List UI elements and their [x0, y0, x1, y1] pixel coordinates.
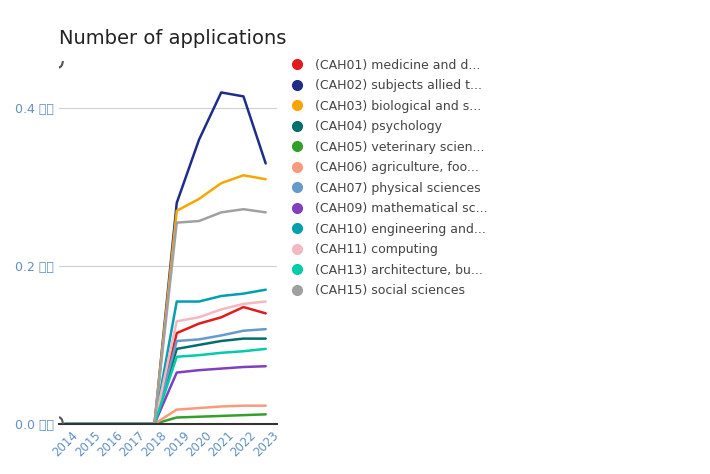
Legend: (CAH01) medicine and d..., (CAH02) subjects allied t..., (CAH03) biological and : (CAH01) medicine and d..., (CAH02) subje… [279, 54, 493, 302]
Text: Number of applications: Number of applications [59, 29, 286, 48]
